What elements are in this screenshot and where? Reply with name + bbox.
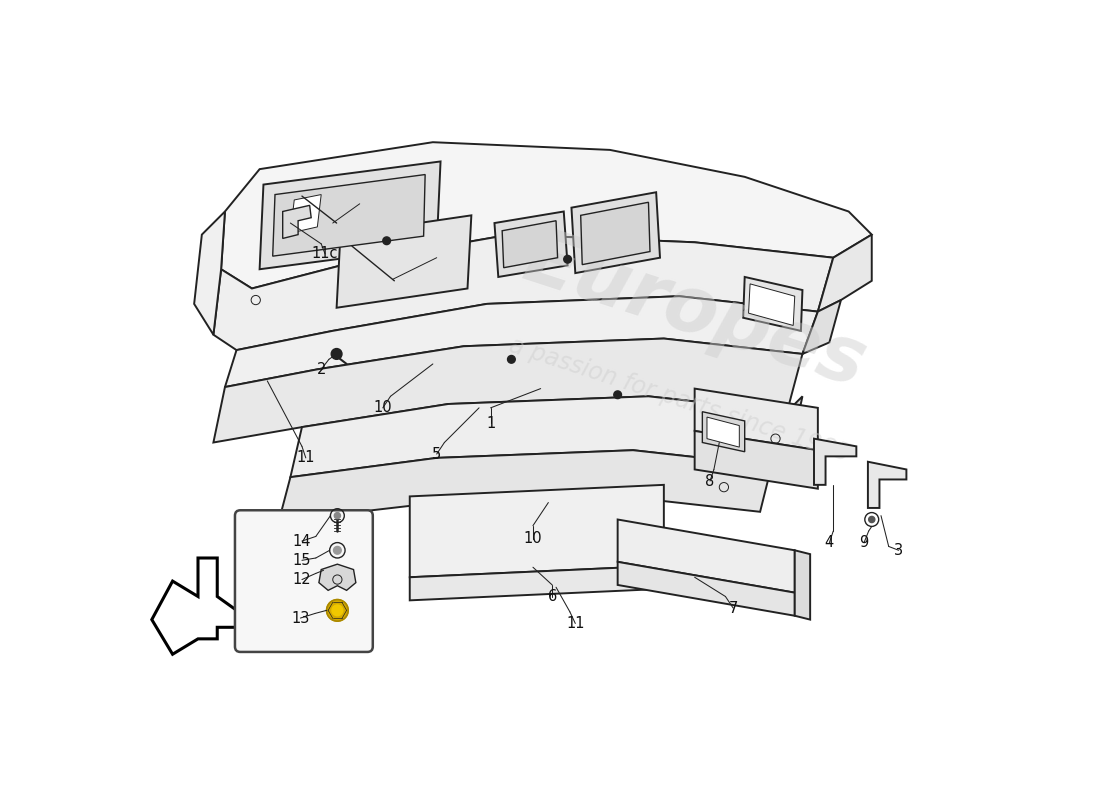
- Polygon shape: [213, 338, 802, 442]
- Circle shape: [507, 355, 515, 363]
- Polygon shape: [409, 566, 664, 600]
- Text: 7: 7: [728, 601, 738, 615]
- Text: 14: 14: [293, 534, 311, 549]
- Text: 11c: 11c: [311, 246, 339, 262]
- Polygon shape: [581, 202, 650, 265]
- Polygon shape: [224, 296, 818, 387]
- Polygon shape: [283, 206, 311, 238]
- Polygon shape: [818, 234, 871, 311]
- Polygon shape: [290, 194, 321, 233]
- Polygon shape: [794, 550, 810, 619]
- Polygon shape: [290, 396, 788, 477]
- Polygon shape: [772, 396, 802, 466]
- FancyBboxPatch shape: [235, 510, 373, 652]
- Polygon shape: [221, 142, 871, 289]
- Polygon shape: [707, 417, 739, 447]
- Text: 9: 9: [859, 535, 869, 550]
- Polygon shape: [279, 450, 772, 521]
- Text: 10: 10: [374, 400, 392, 415]
- Polygon shape: [260, 162, 440, 270]
- Polygon shape: [213, 234, 834, 350]
- Polygon shape: [618, 519, 794, 593]
- Circle shape: [563, 255, 572, 263]
- Circle shape: [332, 605, 343, 616]
- Text: a passion for parts since 1985: a passion for parts since 1985: [506, 334, 852, 466]
- Text: 1: 1: [486, 416, 495, 430]
- Polygon shape: [495, 211, 568, 277]
- Polygon shape: [152, 558, 239, 654]
- Polygon shape: [744, 277, 802, 331]
- Text: Europes: Europes: [514, 221, 876, 402]
- Text: 8: 8: [705, 474, 715, 489]
- Polygon shape: [572, 192, 660, 273]
- Polygon shape: [868, 462, 906, 508]
- Polygon shape: [749, 284, 794, 326]
- Polygon shape: [409, 485, 664, 578]
- Polygon shape: [695, 389, 818, 450]
- Text: 10: 10: [524, 531, 542, 546]
- Text: 6: 6: [548, 589, 557, 604]
- Polygon shape: [502, 221, 558, 268]
- Circle shape: [869, 517, 874, 522]
- Text: 11: 11: [297, 450, 315, 466]
- Text: 5: 5: [432, 446, 441, 462]
- Circle shape: [333, 546, 341, 554]
- Circle shape: [614, 391, 622, 398]
- Text: 3: 3: [894, 542, 903, 558]
- Text: 13: 13: [292, 610, 309, 626]
- Text: 2: 2: [317, 362, 326, 377]
- Text: 4: 4: [825, 535, 834, 550]
- Polygon shape: [695, 431, 818, 489]
- Text: 12: 12: [293, 572, 311, 587]
- Polygon shape: [273, 174, 425, 256]
- Polygon shape: [814, 438, 856, 485]
- Circle shape: [331, 349, 342, 359]
- Polygon shape: [319, 564, 356, 590]
- Text: 15: 15: [293, 553, 311, 568]
- Circle shape: [327, 599, 348, 621]
- Polygon shape: [802, 300, 840, 354]
- Circle shape: [334, 513, 341, 518]
- Circle shape: [383, 237, 390, 245]
- Polygon shape: [337, 215, 471, 308]
- Text: 11: 11: [566, 616, 584, 631]
- Polygon shape: [618, 562, 794, 616]
- Polygon shape: [703, 412, 745, 452]
- Polygon shape: [195, 211, 224, 334]
